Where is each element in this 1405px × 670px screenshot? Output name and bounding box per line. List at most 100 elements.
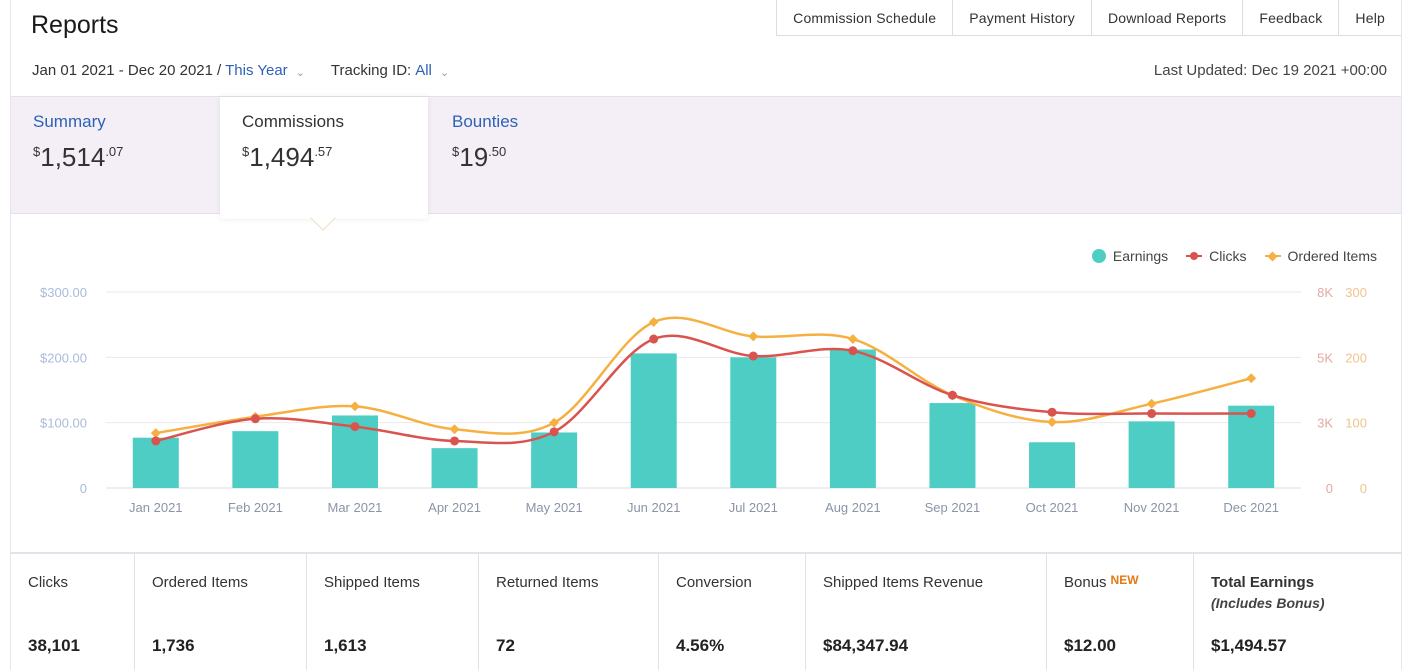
earnings-bar xyxy=(829,349,876,488)
x-axis-tick-label: May 2021 xyxy=(526,500,583,515)
stat-shipped-revenue-label: Shipped Items Revenue xyxy=(823,574,984,591)
tab-bounties-amount: $19.50 xyxy=(452,142,507,172)
x-axis-tick-label: Oct 2021 xyxy=(1026,500,1079,515)
earnings-bar xyxy=(730,357,777,488)
stat-bonus-value: $12.00 xyxy=(1064,636,1116,655)
clicks-point xyxy=(350,422,360,432)
stat-clicks-label: Clicks xyxy=(28,574,68,591)
nav-payment-history[interactable]: Payment History xyxy=(953,0,1092,35)
ordered-items-point xyxy=(1047,417,1057,427)
clicks-point xyxy=(848,346,858,356)
stat-total-earnings-note: (Includes Bonus) xyxy=(1211,595,1325,611)
tab-summary[interactable]: Summary $1,514.07 xyxy=(11,97,219,215)
legend-ordered-items-label: Ordered Items xyxy=(1287,248,1377,264)
stat-ordered-items-label: Ordered Items xyxy=(152,574,248,591)
tab-commissions[interactable]: Commissions $1,494.57 xyxy=(220,97,428,219)
tab-summary-amount: $1,514.07 xyxy=(33,142,124,172)
summary-tabs: Summary $1,514.07 Commissions $1,494.57 … xyxy=(11,96,1401,219)
x-axis-tick-label: Feb 2021 xyxy=(228,500,283,515)
clicks-point xyxy=(549,427,559,437)
y-axis-left-tick-label: 0 xyxy=(80,481,87,496)
stat-conversion-value: 4.56% xyxy=(676,636,725,655)
ordered-items-point xyxy=(1146,398,1157,409)
x-axis-tick-label: Jun 2021 xyxy=(627,500,681,515)
stat-ordered-items: Ordered Items 1,736 xyxy=(135,554,307,670)
stat-returned-items-label: Returned Items xyxy=(496,574,599,591)
ordered-items-swatch xyxy=(1264,255,1281,257)
reports-page: Reports Commission Schedule Payment Hist… xyxy=(10,0,1402,670)
x-axis-tick-label: Sep 2021 xyxy=(925,500,981,515)
stat-shipped-revenue-value: $84,347.94 xyxy=(823,636,909,655)
chevron-down-icon[interactable]: ⌄ xyxy=(295,67,305,79)
clicks-swatch xyxy=(1186,252,1203,260)
stat-shipped-revenue: Shipped Items Revenue $84,347.94 xyxy=(806,554,1047,670)
tab-bounties-label: Bounties xyxy=(452,112,519,131)
ordered-items-point xyxy=(748,331,759,342)
x-axis-tick-label: Aug 2021 xyxy=(825,500,881,515)
ordered-items-point xyxy=(150,428,161,439)
stat-shipped-items-value: 1,613 xyxy=(324,636,367,655)
clicks-point xyxy=(1047,407,1057,417)
y-axis-right-clicks-tick-label: 0 xyxy=(1326,481,1333,496)
date-separator: / xyxy=(216,62,222,79)
x-axis-tick-label: Jul 2021 xyxy=(729,500,778,515)
ordered-items-point xyxy=(1246,373,1257,384)
nav-help[interactable]: Help xyxy=(1355,9,1385,26)
earnings-bar xyxy=(1228,405,1275,488)
clicks-point xyxy=(151,436,161,446)
y-axis-right-items-tick-label: 300 xyxy=(1345,285,1367,300)
legend-clicks-label: Clicks xyxy=(1209,248,1247,264)
clicks-point xyxy=(1147,409,1157,419)
filter-bar: Jan 01 2021 - Dec 20 2021 / This Year ⌄ … xyxy=(32,62,453,79)
period-dropdown[interactable]: This Year xyxy=(225,62,288,79)
y-axis-right-items-tick-label: 200 xyxy=(1345,350,1367,365)
stat-shipped-items: Shipped Items 1,613 xyxy=(307,554,479,670)
chevron-down-icon[interactable]: ⌄ xyxy=(439,67,450,79)
clicks-point xyxy=(947,390,957,400)
tracking-id-dropdown[interactable]: All xyxy=(415,62,432,79)
y-axis-left-tick-label: $100.00 xyxy=(40,416,87,431)
nav-commission-schedule[interactable]: Commission Schedule xyxy=(777,0,954,35)
y-axis-left-tick-label: $200.00 xyxy=(40,350,87,365)
stat-conversion-label: Conversion xyxy=(676,574,752,591)
x-axis-tick-label: Mar 2021 xyxy=(327,500,382,515)
stat-bonus-label: Bonus NEW xyxy=(1064,573,1139,591)
ordered-items-point xyxy=(648,317,659,328)
stats-row: Clicks 38,101 Ordered Items 1,736 Shippe… xyxy=(11,552,1401,670)
ordered-items-point xyxy=(350,401,360,412)
y-axis-right-clicks-tick-label: 8K xyxy=(1317,285,1333,300)
tab-bounties[interactable]: Bounties $19.50 xyxy=(430,97,630,215)
stat-shipped-items-label: Shipped Items xyxy=(324,574,420,591)
new-badge: NEW xyxy=(1110,573,1139,587)
top-nav: Commission Schedule Payment History Down… xyxy=(776,0,1401,36)
legend-ordered-items[interactable]: Ordered Items xyxy=(1264,248,1377,264)
page-title: Reports xyxy=(31,11,119,39)
clicks-line xyxy=(155,334,1252,445)
legend-earnings-label: Earnings xyxy=(1112,248,1169,264)
tab-summary-label: Summary xyxy=(33,112,106,131)
x-axis-tick-label: Dec 2021 xyxy=(1223,500,1279,515)
tracking-id-label: Tracking ID: xyxy=(330,62,412,79)
y-axis-right-items-tick-label: 0 xyxy=(1360,481,1367,496)
stat-bonus: Bonus NEW $12.00 xyxy=(1047,554,1194,670)
legend-earnings[interactable]: Earnings xyxy=(1091,248,1169,264)
date-range-text: Jan 01 2021 - Dec 20 2021 xyxy=(32,62,213,79)
legend-clicks[interactable]: Clicks xyxy=(1186,248,1247,264)
tab-commissions-amount: $1,494.57 xyxy=(242,142,333,172)
chart-legend: Earnings Clicks Ordered Items xyxy=(1074,248,1377,264)
clicks-point xyxy=(450,436,460,446)
earnings-bar xyxy=(1029,442,1076,488)
stat-clicks-value: 38,101 xyxy=(28,636,80,655)
nav-feedback[interactable]: Feedback xyxy=(1243,0,1340,35)
ordered-items-point xyxy=(847,334,858,344)
earnings-chart: 0 $100.00 $200.00 $300.00 0 3K 5K 8K 0 100 200 300 J… xyxy=(40,285,1367,515)
earnings-bar xyxy=(431,448,478,488)
earnings-bar xyxy=(132,437,179,488)
y-axis-left-tick-label: $300.00 xyxy=(40,285,87,300)
clicks-point xyxy=(748,351,758,361)
nav-download-reports[interactable]: Download Reports xyxy=(1092,0,1244,35)
ordered-items-point xyxy=(549,417,560,428)
earnings-bar xyxy=(630,353,677,488)
earnings-bar xyxy=(531,432,578,488)
tab-commissions-label: Commissions xyxy=(242,112,345,131)
